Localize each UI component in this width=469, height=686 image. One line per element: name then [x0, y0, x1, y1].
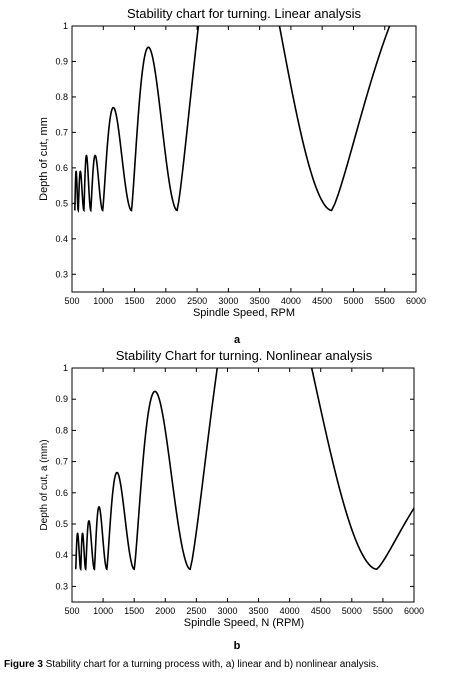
- chart-a-stability-curve: [74, 26, 391, 214]
- chart-b-panel-letter: b: [234, 640, 241, 652]
- chart-a-x-tick-label: 2000: [156, 296, 176, 306]
- chart-b-y-tick-label: 0.7: [55, 457, 68, 467]
- chart-a-ticks: 500 1000 1500 2000 2500 3000 3500 4000 4500 5000 5…: [55, 21, 426, 306]
- chart-b-x-tick-label: 6000: [404, 606, 424, 616]
- chart-a-x-tick-label: 1500: [125, 296, 145, 306]
- chart-a-y-tick-label: 0.4: [55, 234, 68, 244]
- chart-b-x-tick-label: 3000: [217, 606, 237, 616]
- chart-b-x-tick-label: 5500: [373, 606, 393, 616]
- chart-b-y-tick-label: 0.3: [55, 581, 68, 591]
- chart-b-x-tick-label: 5000: [342, 606, 362, 616]
- chart-a-x-tick-label: 1000: [93, 296, 113, 306]
- chart-a-plot-frame: [71, 25, 417, 293]
- chart-a-y-tick-label: 1: [63, 21, 68, 31]
- chart-b-x-tick-label: 3500: [249, 606, 269, 616]
- chart-b-title: Stability Chart for turning. Nonlinear a…: [116, 348, 373, 363]
- chart-b-y-tick-label: 0.9: [55, 394, 68, 404]
- chart-a-x-tick-label: 5000: [343, 296, 363, 306]
- chart-b-y-tick-label: 0.8: [55, 425, 68, 435]
- chart-a-x-axis-label: Spindle Speed, RPM: [193, 307, 295, 319]
- chart-a-x-tick-label: 4000: [281, 296, 301, 306]
- chart-b-y-tick-label: 0.6: [55, 488, 68, 498]
- chart-b-x-axis-label: Spindle Speed, N (RPM): [184, 617, 304, 629]
- chart-a-y-tick-label: 0.3: [55, 269, 68, 279]
- figure-caption-text: Stability chart for a turning process wi…: [42, 659, 379, 670]
- chart-a-title: Stability chart for turning. Linear anal…: [127, 6, 362, 21]
- chart-b-y-tick-label: 0.5: [55, 519, 68, 529]
- chart-b-y-axis-label: Depth of cut, a (mm): [39, 439, 50, 530]
- chart-b-y-tick-label: 0.4: [55, 550, 68, 560]
- chart-a-y-tick-label: 0.5: [55, 198, 68, 208]
- chart-a-x-tick-label: 4500: [312, 296, 332, 306]
- chart-a-x-tick-label: 3500: [250, 296, 270, 306]
- chart-b-x-tick-label: 1500: [124, 606, 144, 616]
- chart-b-ticks: 500 1000 1500 2000 2500 3000 3500 4000 4500 5000 5…: [55, 363, 424, 616]
- chart-a-x-tick-label: 5500: [375, 296, 395, 306]
- chart-b-plot-frame: [71, 367, 415, 603]
- chart-b-x-tick-label: 4000: [280, 606, 300, 616]
- chart-a-y-tick-label: 0.7: [55, 127, 68, 137]
- chart-a-x-tick-label: 3000: [218, 296, 238, 306]
- chart-b-x-tick-label: 2000: [155, 606, 175, 616]
- chart-a-x-tick-label: 500: [64, 296, 79, 306]
- chart-b-y-tick-label: 1: [63, 363, 68, 373]
- figure-caption-label: Figure 3: [4, 659, 43, 670]
- chart-a-y-tick-label: 0.6: [55, 163, 68, 173]
- figure-caption: Figure 3 Stability chart for a turning p…: [4, 659, 467, 670]
- chart-b-x-tick-label: 1000: [93, 606, 113, 616]
- chart-a: Stability chart for turning. Linear anal…: [38, 6, 426, 346]
- chart-a-x-tick-label: 6000: [406, 296, 426, 306]
- chart-b-x-tick-label: 500: [64, 606, 79, 616]
- chart-b: Stability Chart for turning. Nonlinear a…: [39, 348, 424, 652]
- chart-b-x-tick-label: 4500: [311, 606, 331, 616]
- chart-b-x-tick-label: 2500: [186, 606, 206, 616]
- chart-b-stability-curve: [74, 368, 414, 571]
- chart-a-y-tick-label: 0.9: [55, 56, 68, 66]
- chart-a-y-tick-label: 0.8: [55, 92, 68, 102]
- chart-a-panel-letter: a: [234, 334, 241, 346]
- chart-a-x-tick-label: 2500: [187, 296, 207, 306]
- chart-a-y-axis-label: Depth of cut, mm: [38, 117, 50, 201]
